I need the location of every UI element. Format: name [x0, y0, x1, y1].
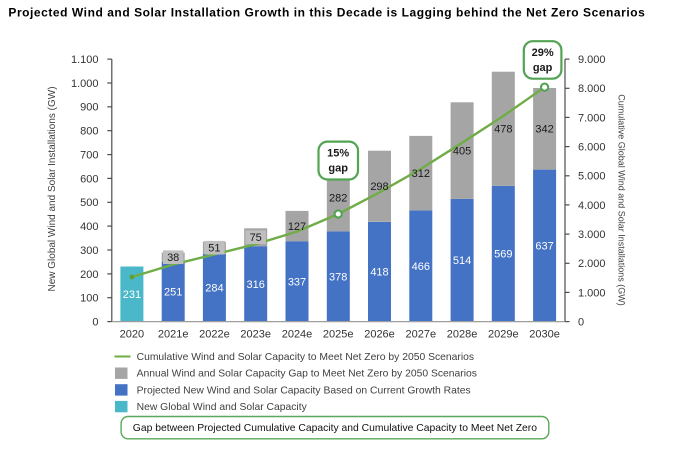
svg-text:378: 378: [329, 271, 347, 283]
svg-text:2021e: 2021e: [158, 329, 189, 341]
svg-text:342: 342: [535, 124, 553, 136]
svg-text:2030e: 2030e: [529, 329, 560, 341]
svg-text:Annual Wind and Solar Capacity: Annual Wind and Solar Capacity Gap to Me…: [137, 369, 477, 380]
svg-text:514: 514: [453, 255, 471, 267]
svg-text:284: 284: [205, 283, 223, 295]
svg-text:337: 337: [288, 276, 306, 288]
svg-text:7.000: 7.000: [578, 112, 606, 124]
svg-text:2022e: 2022e: [199, 329, 230, 341]
svg-text:251: 251: [164, 287, 182, 299]
svg-text:2023e: 2023e: [240, 329, 271, 341]
svg-text:500: 500: [80, 197, 98, 209]
svg-text:298: 298: [370, 181, 388, 193]
svg-text:600: 600: [80, 173, 98, 185]
svg-text:2025e: 2025e: [323, 329, 354, 341]
svg-text:418: 418: [370, 267, 388, 279]
svg-text:2027e: 2027e: [406, 329, 437, 341]
svg-text:1.000: 1.000: [578, 287, 606, 299]
svg-text:231: 231: [123, 289, 141, 301]
svg-text:466: 466: [412, 261, 430, 273]
svg-text:29%: 29%: [532, 47, 554, 59]
svg-text:2020: 2020: [120, 329, 144, 341]
svg-text:200: 200: [80, 269, 98, 281]
svg-text:0: 0: [92, 317, 98, 329]
svg-text:800: 800: [80, 126, 98, 138]
svg-text:2026e: 2026e: [364, 329, 395, 341]
svg-text:Projected New Wind and Solar C: Projected New Wind and Solar Capacity Ba…: [137, 385, 471, 396]
svg-text:51: 51: [208, 243, 220, 255]
svg-text:569: 569: [494, 249, 512, 261]
svg-text:405: 405: [453, 146, 471, 158]
svg-text:1.100: 1.100: [71, 54, 99, 66]
svg-text:1.000: 1.000: [71, 78, 99, 90]
svg-text:Gap between Projected Cumulati: Gap between Projected Cumulative Capacit…: [133, 423, 537, 434]
svg-text:316: 316: [247, 279, 265, 291]
svg-text:5.000: 5.000: [578, 171, 606, 183]
svg-text:Projected Wind and Solar Insta: Projected Wind and Solar Installation Gr…: [8, 6, 645, 20]
svg-text:300: 300: [80, 245, 98, 257]
svg-text:38: 38: [167, 252, 179, 264]
svg-text:400: 400: [80, 221, 98, 233]
svg-text:900: 900: [80, 102, 98, 114]
svg-text:8.000: 8.000: [578, 83, 606, 95]
svg-text:15%: 15%: [327, 147, 349, 159]
svg-text:gap: gap: [328, 163, 348, 175]
svg-text:637: 637: [535, 241, 553, 253]
svg-text:2029e: 2029e: [488, 329, 519, 341]
svg-text:6.000: 6.000: [578, 142, 606, 154]
svg-text:Cumulative Global Wind and Sol: Cumulative Global Wind and Solar Install…: [617, 94, 627, 306]
svg-text:gap: gap: [533, 62, 553, 74]
svg-text:312: 312: [412, 168, 430, 180]
svg-text:Cumulative Wind and Solar Capa: Cumulative Wind and Solar Capacity to Me…: [137, 352, 475, 363]
svg-text:100: 100: [80, 293, 98, 305]
svg-text:2024e: 2024e: [282, 329, 313, 341]
svg-text:4.000: 4.000: [578, 200, 606, 212]
svg-text:2.000: 2.000: [578, 258, 606, 270]
svg-text:3.000: 3.000: [578, 229, 606, 241]
svg-text:New Global Wind and Solar Inst: New Global Wind and Solar Installations …: [47, 86, 58, 291]
svg-text:2028e: 2028e: [447, 329, 478, 341]
svg-text:478: 478: [494, 124, 512, 136]
svg-text:9.000: 9.000: [578, 54, 606, 66]
svg-text:127: 127: [288, 221, 306, 233]
svg-text:282: 282: [329, 193, 347, 205]
svg-text:75: 75: [250, 232, 262, 244]
svg-text:New Global Wind and Solar Capa: New Global Wind and Solar Capacity: [137, 402, 308, 413]
svg-text:0: 0: [578, 317, 584, 329]
svg-text:700: 700: [80, 150, 98, 162]
